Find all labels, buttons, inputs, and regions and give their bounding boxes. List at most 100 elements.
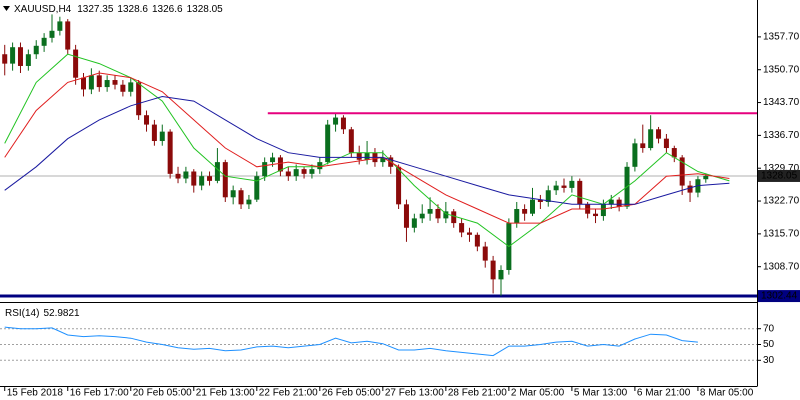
candle-body [632, 143, 638, 167]
candle-body [80, 77, 86, 90]
line-series [4, 326, 698, 357]
x-tick-label: 6 Mar 21:00 [637, 388, 691, 399]
candle-body [569, 180, 575, 188]
symbol: XAUUSD,H4 [14, 4, 72, 15]
candle-body [593, 213, 599, 217]
candle-body [183, 171, 189, 179]
y-tick-label: 1357.70 [763, 32, 800, 43]
candle-body [443, 211, 449, 219]
candle-body [207, 176, 213, 181]
candle-body [474, 234, 480, 247]
candle-body [482, 246, 488, 261]
candle-body [514, 209, 520, 224]
candle-body [616, 199, 622, 207]
candle-body [10, 47, 16, 64]
candle-body [167, 131, 173, 174]
candle-body [325, 124, 331, 163]
x-tick-label: 8 Mar 05:00 [700, 388, 754, 399]
candle-body [403, 204, 409, 228]
candle-body [396, 166, 402, 205]
level-label-box [758, 290, 800, 303]
chart-header: XAUUSD,H4 1327.35 1328.6 1326.6 1328.05 [14, 4, 223, 15]
x-tick-label: 22 Feb 21:00 [259, 388, 318, 399]
last-price-label: 1328.05 [761, 171, 798, 182]
y-tick-label: 70 [763, 323, 775, 334]
candle-body [41, 37, 47, 46]
candle-body [230, 190, 236, 198]
collapse-icon[interactable] [3, 6, 10, 11]
y-tick-label: 1315.70 [763, 229, 800, 240]
candle-body [2, 54, 8, 64]
candle-body [246, 199, 252, 205]
x-tick-label: 20 Feb 05:00 [133, 388, 192, 399]
y-tick-label: 1329.70 [763, 163, 800, 174]
candle-body [49, 30, 55, 38]
candle-body [25, 54, 31, 66]
header-open: 1327.35 [77, 4, 114, 15]
candle-body [262, 162, 268, 177]
x-tick-label: 27 Feb 13:00 [385, 388, 444, 399]
candle-body [451, 211, 457, 224]
x-tick-label: 15 Feb 2018 [7, 388, 64, 399]
candle-body [356, 152, 362, 160]
candle-body [333, 117, 339, 125]
candle-body [136, 82, 142, 116]
candle-body [191, 171, 197, 186]
candle-body [427, 209, 433, 214]
candle-body [159, 131, 165, 142]
candle-body [648, 129, 654, 149]
candle-body [640, 143, 646, 149]
candle-body [33, 45, 39, 55]
candle-body [120, 84, 126, 92]
candle-body [498, 269, 504, 280]
candle-body [656, 129, 662, 139]
candle-body [466, 232, 472, 235]
candle-body [364, 152, 370, 160]
candle-body [293, 169, 299, 177]
y-tick-label: 1336.70 [763, 130, 800, 141]
header-close: 1328.05 [187, 4, 224, 15]
candle-body [238, 190, 244, 205]
candle-body [340, 117, 346, 130]
candle-body [577, 180, 583, 205]
header-low: 1326.6 [152, 4, 183, 15]
candle-body [96, 75, 102, 88]
candle-body [65, 21, 71, 50]
x-tick-label: 21 Feb 13:00 [196, 388, 255, 399]
candle-body [679, 157, 685, 186]
candle-body [112, 80, 118, 85]
candle-body [435, 209, 441, 219]
candle-body [545, 190, 551, 202]
y-tick-label: 1350.70 [763, 64, 800, 75]
indicator-name: RSI(14) [5, 308, 39, 319]
x-tick-label: 26 Feb 05:00 [322, 388, 381, 399]
candle-body [553, 185, 559, 191]
candle-body [270, 157, 276, 163]
header-high: 1328.6 [117, 4, 148, 15]
candle-body [175, 173, 181, 179]
candle-body [88, 75, 94, 90]
candle-body [600, 204, 606, 217]
candle-body [419, 213, 425, 219]
line-series [4, 72, 730, 224]
candle-body [309, 169, 315, 174]
y-tick-label: 1322.70 [763, 196, 800, 207]
candle-body [144, 115, 150, 125]
candle-body [703, 175, 709, 180]
candle-body [380, 157, 386, 163]
y-tick-label: 50 [763, 339, 775, 350]
candle-body [73, 49, 79, 78]
line-series [4, 53, 730, 248]
y-tick-label: 30 [763, 355, 775, 366]
candle-body [57, 21, 63, 31]
panel: 30 50 70 15 Feb 2018 16 Feb 17:00 20 Feb 05:0… [0, 323, 775, 399]
candle-body [537, 199, 543, 202]
candle-body [671, 148, 677, 158]
x-tick-label: 28 Feb 21:00 [448, 388, 507, 399]
candle-body [277, 157, 283, 172]
candle-body [128, 82, 134, 92]
candle-body [17, 47, 23, 66]
line-series [4, 95, 730, 205]
